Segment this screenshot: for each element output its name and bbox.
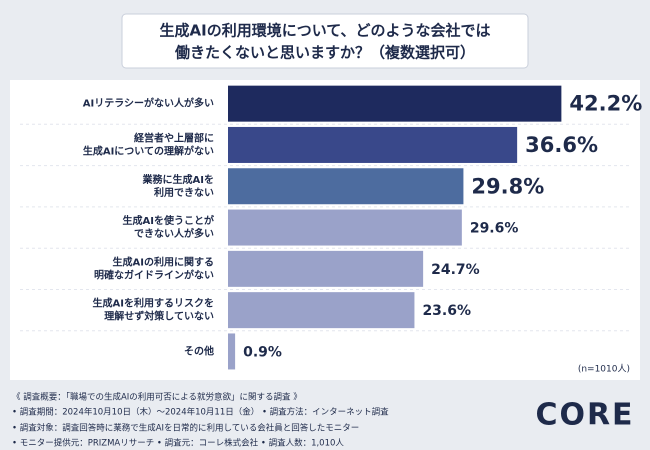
category-label: 生成AIを使うことが <box>123 214 215 227</box>
category-label: 利用できない <box>154 186 214 199</box>
bar <box>228 85 562 122</box>
value-label: 0.9% <box>243 344 282 360</box>
category-label: 理解せず対策していない <box>104 310 214 323</box>
category-label: 生成AIについての理解がない <box>83 144 214 157</box>
chart-title: 生成AIの利用環境について、どのような会社では <box>160 22 491 40</box>
category-label: その他 <box>184 344 214 357</box>
category-label: AIリテラシーがない人が多い <box>83 97 214 110</box>
title-box <box>121 13 529 69</box>
footer-line: 《 調査概要：「職場での生成AIの利用可否による就労意欲」に関する調査 》 <box>12 392 302 403</box>
value-label: 29.8% <box>471 174 544 198</box>
category-label: 経営者や上層部に <box>134 131 214 144</box>
footer-line: • モニター提供元：PRIZMAリサーチ • 調査元：コーレ株式会社 • 調査人… <box>12 438 344 449</box>
chart-title: 働きたくないと思いますか？（複数選択可） <box>174 44 475 62</box>
bar <box>228 168 464 205</box>
value-label: 29.6% <box>470 221 519 237</box>
logo: CORE <box>535 398 634 433</box>
bar <box>228 333 236 370</box>
note: (n=1010人) <box>578 364 630 375</box>
category-label: 明確なガイドラインがない <box>94 268 214 281</box>
bar <box>228 126 518 163</box>
footer-line: • 調査対象：調査回答時に業務で生成AIを日常的に利用している会社員と回答したモ… <box>12 423 359 434</box>
value-label: 24.7% <box>431 262 480 278</box>
category-label: できない人が多い <box>134 227 214 240</box>
value-label: 36.6% <box>525 133 598 157</box>
category-label: 生成AIの利用に関する <box>113 255 214 268</box>
bar <box>228 250 424 287</box>
category-label: 業務に生成AIを <box>142 173 214 186</box>
value-label: 42.2% <box>569 92 642 116</box>
bar <box>228 209 462 246</box>
bar <box>228 292 415 329</box>
value-label: 23.6% <box>422 303 471 319</box>
footer-line: • 調査期間：2024年10月10日（木）～2024年10月11日（金） • 調… <box>12 407 389 418</box>
category-label: 生成AIを利用するリスクを <box>93 297 214 310</box>
